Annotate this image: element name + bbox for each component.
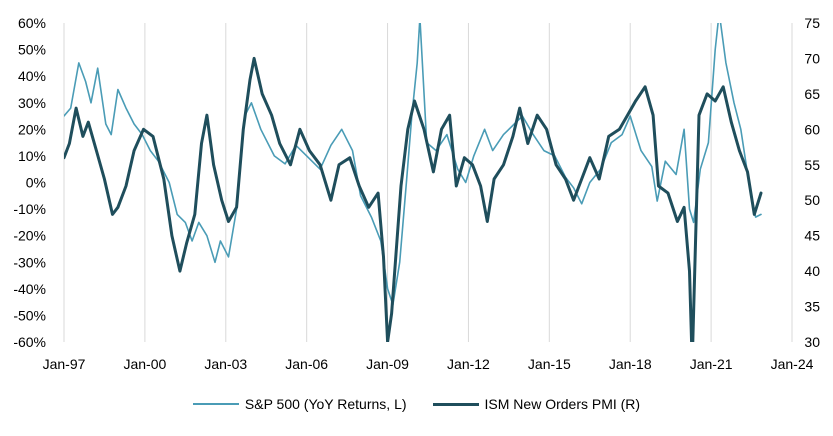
right-tick-label: 55 [804, 157, 820, 173]
left-tick-label: -40% [13, 281, 46, 297]
x-tick-label: Jan-97 [43, 356, 86, 372]
left-tick-label: -20% [13, 228, 46, 244]
left-tick-label: 30% [18, 95, 46, 111]
right-tick-label: 30 [804, 334, 820, 350]
right-tick-label: 70 [804, 50, 820, 66]
x-tick-label: Jan-00 [123, 356, 166, 372]
x-tick-label: Jan-18 [609, 356, 652, 372]
sp500-legend-swatch [192, 403, 239, 405]
x-tick-label: Jan-06 [285, 356, 328, 372]
x-tick-label: Jan-24 [771, 356, 814, 372]
x-tick-label: Jan-12 [447, 356, 490, 372]
x-tick-label: Jan-03 [204, 356, 247, 372]
ism-series-line [64, 56, 763, 342]
ism-legend-swatch [432, 402, 479, 406]
legend: S&P 500 (YoY Returns, L) ISM New Orders … [0, 394, 833, 414]
left-tick-label: 50% [18, 42, 46, 58]
left-tick-label: 10% [18, 148, 46, 164]
right-tick-label: 60 [804, 121, 820, 137]
left-tick-label: -30% [13, 254, 46, 270]
ism-legend-label: ISM New Orders PMI (R) [484, 396, 641, 412]
right-tick-label: 75 [804, 15, 820, 31]
left-tick-label: -10% [13, 201, 46, 217]
legend-item-sp500: S&P 500 (YoY Returns, L) [192, 396, 407, 412]
left-tick-label: 40% [18, 68, 46, 84]
left-tick-label: -50% [13, 307, 46, 323]
right-tick-label: 35 [804, 299, 820, 315]
left-axis-ticks: 60% 50% 40% 30% 20% 10% 0% -10% -20% -30% -40% -50%… [13, 15, 46, 350]
x-axis-ticks: Jan-97 Jan-00 Jan-03 Jan-06 Jan-09 Jan-12 Jan-… [43, 356, 814, 372]
right-tick-label: 45 [804, 228, 820, 244]
right-tick-label: 40 [804, 263, 820, 279]
left-tick-label: 20% [18, 121, 46, 137]
left-tick-label: -60% [13, 334, 46, 350]
x-tick-label: Jan-21 [690, 356, 733, 372]
left-tick-label: 60% [18, 15, 46, 31]
left-tick-label: 0% [26, 175, 46, 191]
right-axis-ticks: 75 70 65 60 55 50 45 40 35 30 [804, 15, 820, 350]
legend-item-ism: ISM New Orders PMI (R) [432, 396, 641, 412]
x-tick-label: Jan-09 [366, 356, 409, 372]
x-tick-label: Jan-15 [528, 356, 571, 372]
right-tick-label: 50 [804, 192, 820, 208]
vertical-gridlines [63, 23, 793, 342]
series-lines [64, 23, 763, 342]
sp500-legend-label: S&P 500 (YoY Returns, L) [244, 396, 407, 412]
right-tick-label: 65 [804, 86, 820, 102]
